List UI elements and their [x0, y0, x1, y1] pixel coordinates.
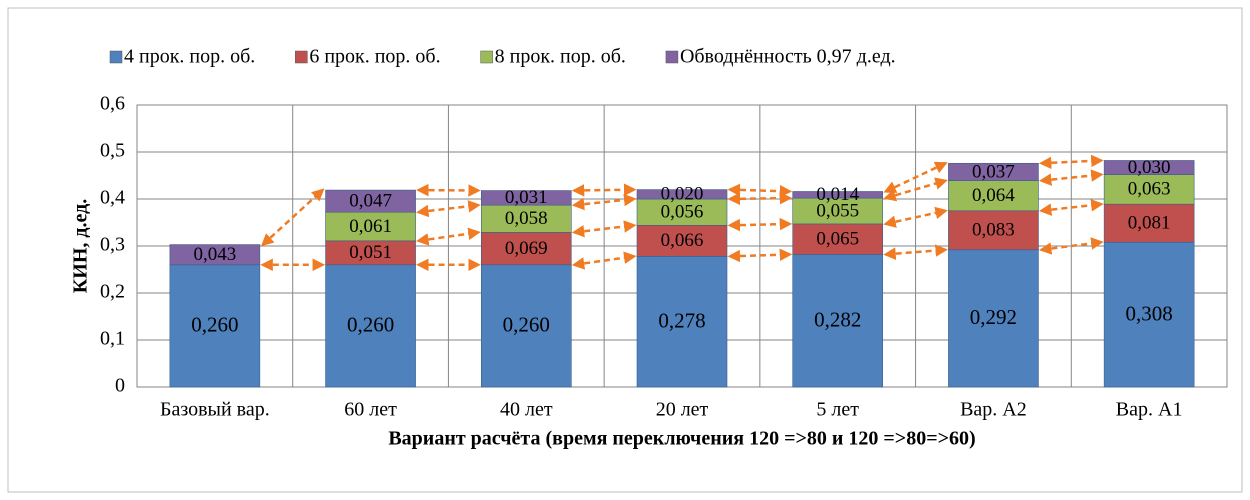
bar-segment: [636, 225, 728, 257]
legend-label: 8 прок. пор. об.: [495, 46, 626, 68]
data-label: 0,020: [661, 184, 704, 205]
bar-segment: [792, 197, 884, 225]
x-tick-label: 40 лет: [500, 399, 553, 421]
bar-segment: [480, 264, 572, 388]
bar-segment: [480, 190, 572, 206]
y-axis-label: КИН, д.ед.: [70, 199, 92, 293]
bar-segment: [1103, 203, 1195, 243]
connector-arrow: [261, 188, 325, 247]
data-label: 0,083: [972, 220, 1015, 241]
bar-segment: [792, 254, 884, 388]
x-tick-label: Вар. А2: [960, 399, 1027, 421]
bar-segment: [948, 162, 1039, 181]
y-tick-label: 0: [115, 375, 125, 397]
data-label: 0,066: [661, 230, 704, 251]
bar-segment: [169, 244, 261, 266]
bar-segment: [169, 264, 261, 388]
y-tick-label: 0,1: [100, 328, 125, 350]
x-tick-label: Базовый вар.: [160, 399, 270, 421]
connector-arrow: [416, 227, 481, 246]
data-label: 0,065: [816, 229, 859, 250]
data-label: 0,014: [816, 184, 859, 205]
connector-arrow: [1038, 199, 1104, 216]
data-label: 0,081: [1128, 213, 1171, 234]
data-label: 0,051: [349, 242, 392, 263]
y-tick-label: 0,5: [100, 140, 125, 162]
y-tick-label: 0,6: [100, 93, 125, 115]
data-label: 0,043: [193, 244, 236, 265]
bar-segment: [325, 189, 416, 213]
bar-segment: [1103, 174, 1195, 205]
connector-arrow: [416, 200, 481, 218]
y-tick-label: 0,4: [100, 187, 125, 209]
bar-segment: [948, 249, 1039, 388]
data-label: 0,260: [347, 313, 394, 337]
bar-segment: [948, 210, 1039, 251]
connector-arrow: [883, 206, 948, 228]
bar-segment: [948, 180, 1039, 212]
bar-segment: [480, 232, 572, 266]
data-label: 0,069: [505, 238, 548, 259]
y-tick-label: 0,3: [100, 234, 125, 256]
data-label: 0,260: [503, 313, 550, 337]
connector-arrow: [571, 220, 637, 238]
x-tick-label: Вар. А1: [1116, 399, 1183, 421]
data-label: 0,064: [972, 185, 1015, 206]
data-label: 0,292: [970, 305, 1017, 329]
bar-segment: [792, 191, 884, 199]
bar-segment: [1103, 241, 1195, 388]
connector-arrow: [883, 161, 948, 193]
connector-arrow: [1038, 237, 1104, 255]
data-label: 0,260: [191, 313, 238, 337]
x-tick-label: 60 лет: [344, 399, 397, 421]
bar-segment: [636, 198, 728, 226]
data-label: 0,282: [814, 308, 861, 332]
data-label: 0,058: [505, 208, 548, 229]
x-tick-label: 5 лет: [816, 399, 859, 421]
y-tick-label: 0,2: [100, 281, 125, 303]
data-label: 0,030: [1128, 157, 1171, 178]
connector-arrow: [571, 193, 637, 211]
x-axis-label: Вариант расчёта (время переключения 120 …: [388, 428, 975, 450]
legend-label: 4 прок. пор. об.: [124, 46, 255, 68]
x-tick-label: 20 лет: [656, 399, 709, 421]
data-label: 0,063: [1128, 179, 1171, 200]
data-label: 0,061: [349, 216, 392, 237]
bar-segment: [325, 211, 416, 242]
connector-arrow: [1038, 169, 1104, 186]
legend-swatch: [295, 50, 308, 64]
legend-swatch: [480, 50, 493, 64]
data-label: 0,055: [816, 200, 859, 221]
data-label: 0,278: [658, 308, 705, 332]
legend-label: 6 прок. пор. об.: [309, 46, 440, 68]
legend-swatch: [665, 50, 679, 64]
bar-segment: [325, 264, 416, 388]
data-label: 0,031: [505, 187, 548, 208]
bar-segment: [1103, 160, 1195, 175]
bar-segment: [636, 189, 728, 200]
legend-label: Обводнённость 0,97 д.ед.: [680, 46, 896, 68]
data-label: 0,047: [349, 190, 392, 211]
legend-swatch: [109, 50, 123, 64]
connector-arrow: [571, 251, 637, 270]
data-label: 0,037: [972, 161, 1015, 182]
bar-segment: [636, 256, 728, 388]
data-label: 0,308: [1126, 301, 1173, 325]
data-label: 0,056: [661, 202, 704, 223]
